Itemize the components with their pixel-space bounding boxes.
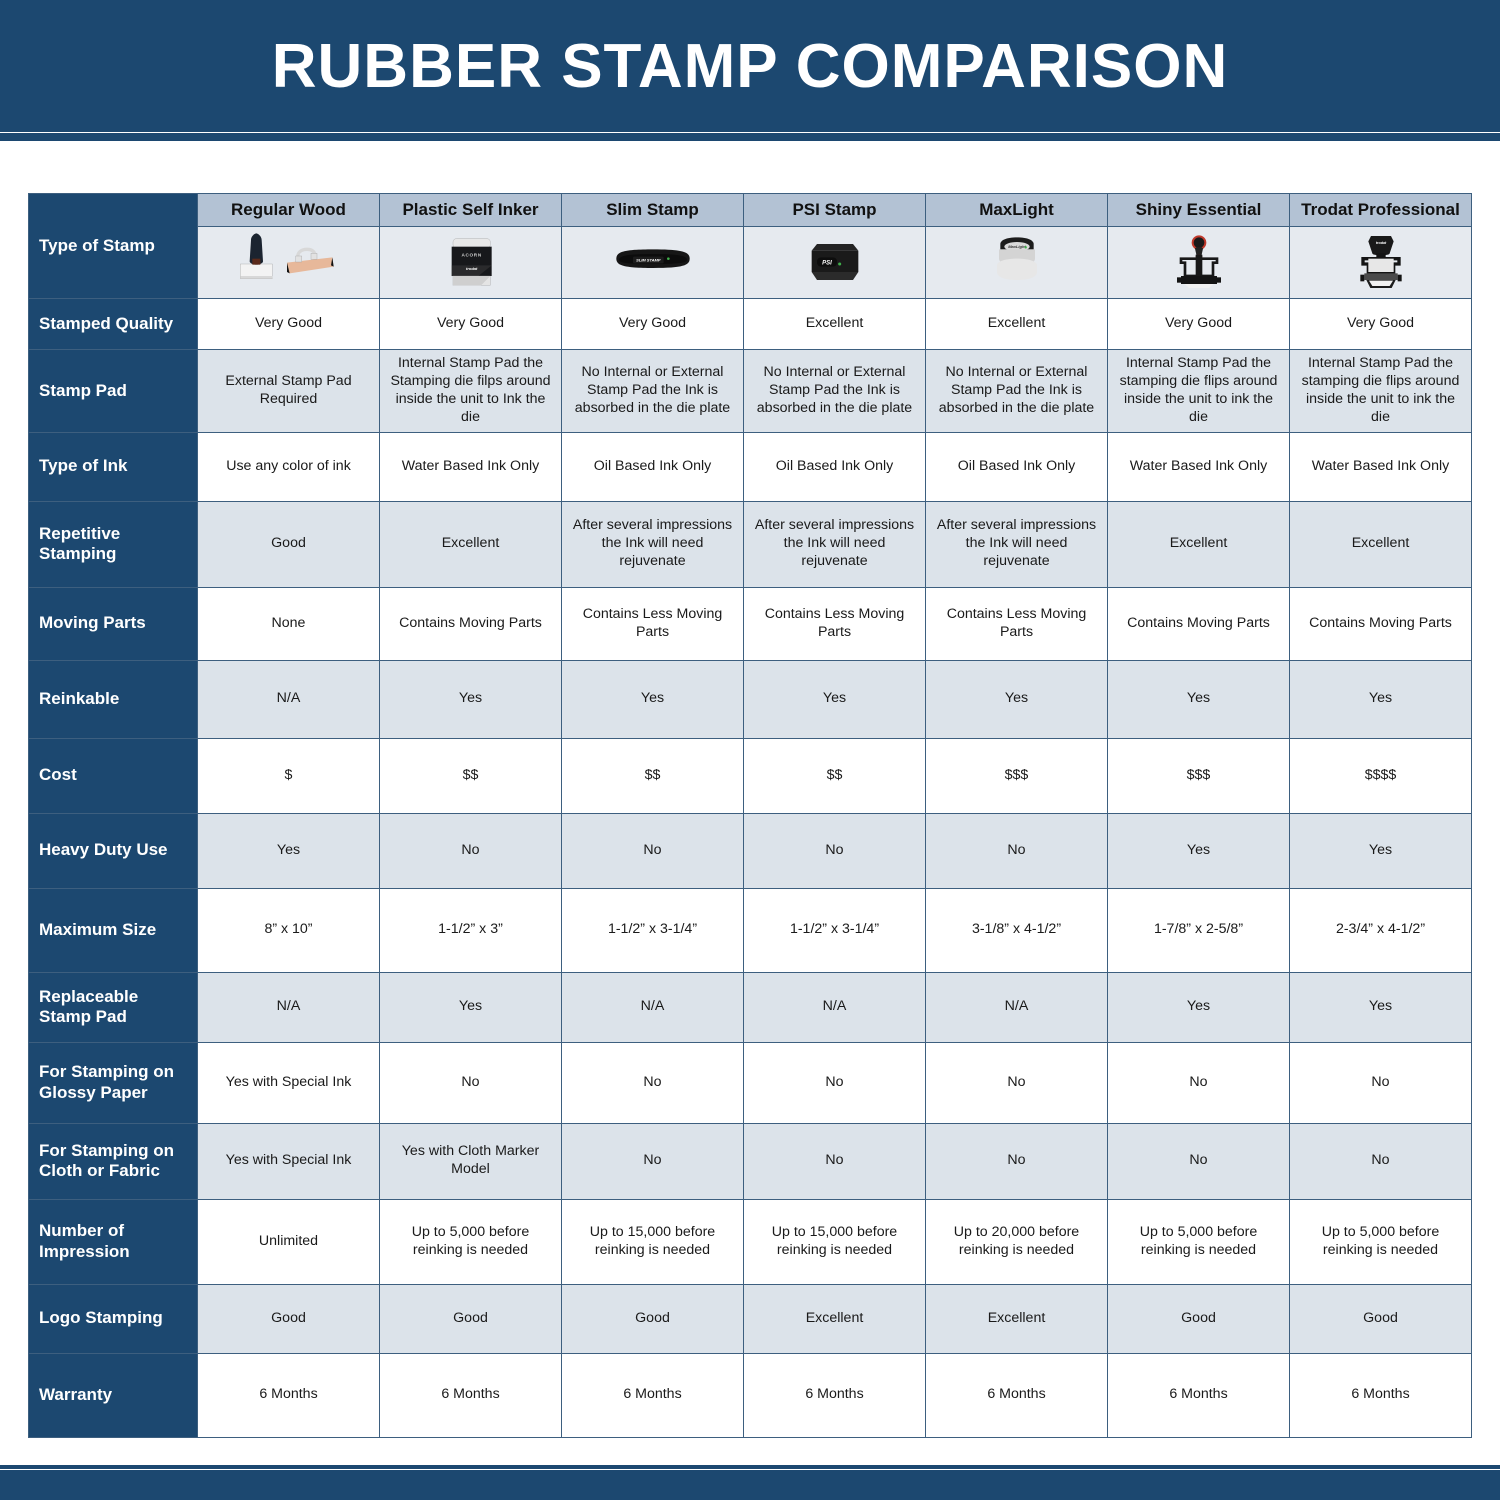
svg-text:trodat: trodat — [1375, 241, 1386, 245]
svg-text:MaxLight: MaxLight — [1008, 244, 1026, 249]
svg-text:trodat: trodat — [465, 266, 477, 271]
svg-text:ACORN: ACORN — [461, 253, 481, 258]
svg-text:PSI: PSI — [822, 261, 832, 267]
svg-text:SLIM STAMP: SLIM STAMP — [636, 257, 661, 262]
